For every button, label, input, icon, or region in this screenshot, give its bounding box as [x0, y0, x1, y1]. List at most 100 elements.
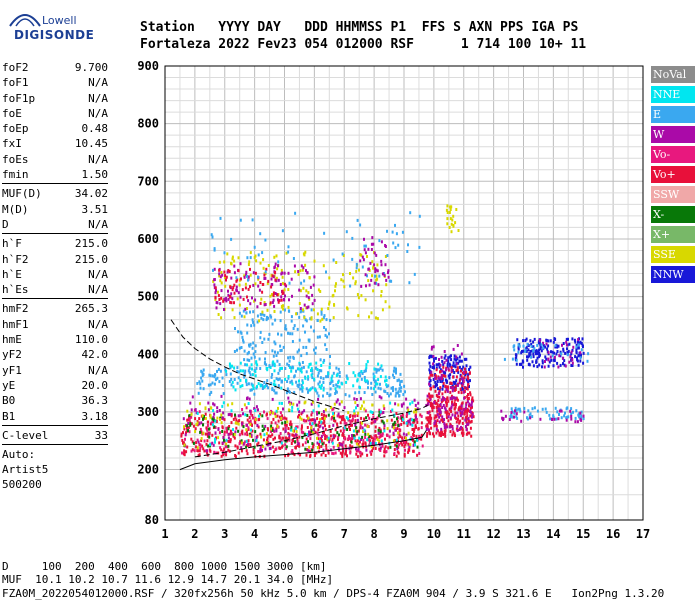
- echo-point: [538, 338, 541, 342]
- echo-point: [303, 432, 306, 436]
- echo-point: [554, 345, 557, 349]
- echo-point: [414, 424, 417, 428]
- echo-point: [218, 272, 221, 276]
- echo-point: [444, 384, 447, 388]
- echo-point: [460, 382, 463, 386]
- echo-point: [275, 429, 278, 433]
- echo-point: [378, 408, 381, 412]
- echo-point: [432, 345, 435, 349]
- echo-point: [264, 276, 267, 280]
- echo-point: [366, 360, 369, 364]
- echo-point: [318, 380, 321, 384]
- echo-point: [564, 364, 567, 368]
- echo-point: [213, 247, 216, 251]
- echo-point: [262, 445, 264, 449]
- echo-point: [398, 387, 401, 391]
- param-name: foEs: [2, 152, 29, 166]
- echo-point: [391, 230, 394, 234]
- echo-point: [283, 416, 286, 420]
- echo-point: [435, 363, 438, 367]
- echo-point: [429, 387, 432, 391]
- param-value: 36.3: [81, 394, 109, 408]
- echo-point: [448, 355, 451, 359]
- echo-point: [264, 424, 267, 428]
- echo-point: [231, 257, 234, 261]
- echo-point: [451, 427, 454, 431]
- param-value: 3.51: [81, 202, 109, 216]
- echo-point: [469, 426, 472, 430]
- echo-point: [455, 208, 458, 211]
- echo-point: [285, 327, 288, 331]
- echo-point: [266, 417, 269, 421]
- echo-point: [266, 368, 269, 372]
- echo-point: [370, 381, 373, 385]
- echo-point: [581, 337, 584, 341]
- echo-point: [313, 451, 316, 455]
- x-tick-label: 1: [161, 527, 168, 541]
- echo-point: [518, 344, 521, 348]
- echo-point: [247, 382, 250, 386]
- echo-point: [565, 416, 568, 420]
- echo-point: [456, 411, 459, 415]
- echo-point: [257, 408, 259, 412]
- echo-point: [242, 425, 245, 429]
- echo-point: [394, 387, 397, 391]
- echo-point: [191, 448, 194, 452]
- echo-point: [279, 319, 282, 323]
- echo-point: [285, 417, 288, 421]
- echo-point: [271, 386, 274, 390]
- echo-point: [449, 386, 452, 389]
- echo-point: [452, 430, 455, 434]
- echo-point: [453, 396, 456, 400]
- echo-point: [280, 272, 283, 276]
- echo-point: [469, 414, 472, 418]
- echo-point: [307, 338, 310, 342]
- echo-point: [345, 374, 348, 378]
- param-row: foEs N/A: [2, 152, 108, 167]
- echo-point: [555, 352, 558, 356]
- x-tick-label: 14: [546, 527, 560, 541]
- echo-point: [428, 368, 431, 372]
- echo-point: [316, 335, 319, 339]
- echo-point: [251, 218, 254, 222]
- echo-point: [514, 406, 517, 410]
- echo-point: [212, 402, 215, 406]
- echo-point: [457, 383, 459, 387]
- echo-point: [459, 359, 461, 363]
- echo-point: [436, 429, 439, 433]
- echo-point: [348, 362, 351, 365]
- echo-point: [553, 357, 556, 361]
- echo-point: [369, 439, 372, 443]
- echo-point: [384, 445, 387, 449]
- echo-point: [431, 405, 434, 409]
- echo-point: [232, 286, 235, 289]
- echo-point: [293, 390, 296, 394]
- echo-point: [311, 422, 314, 426]
- echo-point: [214, 298, 217, 302]
- echo-point: [531, 360, 534, 364]
- echo-point: [525, 337, 528, 341]
- echo-point: [198, 449, 201, 453]
- echo-point: [200, 430, 203, 434]
- echo-point: [372, 289, 375, 293]
- echo-point: [379, 449, 382, 452]
- echo-point: [214, 378, 217, 382]
- echo-point: [254, 344, 257, 348]
- echo-point: [234, 444, 237, 448]
- echo-point: [220, 454, 223, 458]
- parameter-panel: foF2 9.700 foF1 N/A foF1p N/A foE N/A foEp 0.48 fx…: [2, 60, 108, 492]
- echo-point: [561, 343, 563, 347]
- echo-point: [218, 441, 221, 445]
- echo-point: [331, 407, 334, 411]
- echo-point: [450, 410, 453, 413]
- echo-point: [466, 417, 468, 421]
- echo-point: [434, 385, 437, 389]
- echo-point: [308, 430, 310, 434]
- echo-point: [429, 384, 432, 387]
- echo-point: [244, 369, 247, 373]
- echo-point: [247, 275, 250, 279]
- echo-point: [536, 409, 539, 413]
- echo-point: [220, 316, 223, 320]
- echo-point: [300, 427, 303, 431]
- echo-point: [297, 270, 300, 273]
